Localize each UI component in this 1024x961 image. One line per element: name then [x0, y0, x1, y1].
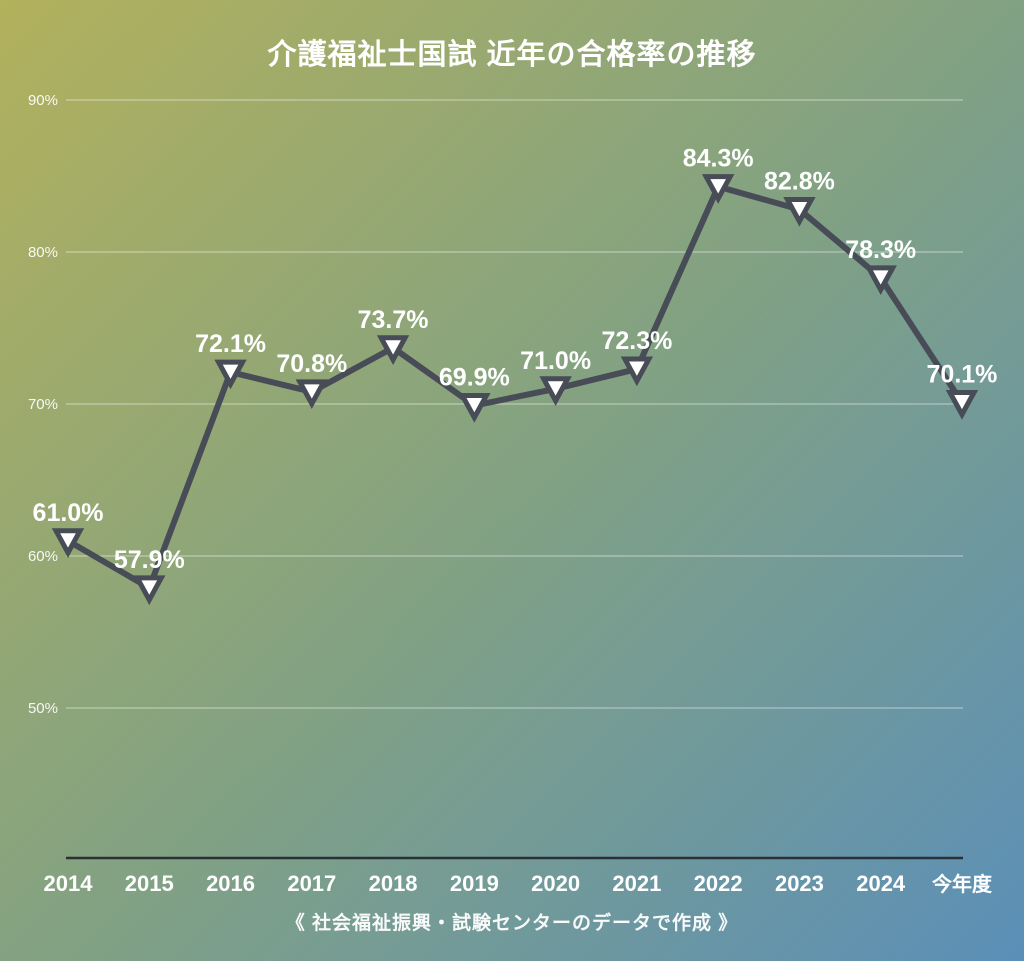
data-point-marker: [864, 265, 897, 296]
data-point-marker: [376, 335, 410, 365]
x-tick-label: 2021: [612, 871, 661, 896]
data-point-label: 78.3%: [845, 236, 916, 264]
data-point-marker: [701, 174, 735, 204]
x-tick-label: 2017: [287, 871, 336, 896]
data-point-label: 73.7%: [358, 306, 429, 334]
x-tick-label: 2016: [206, 871, 255, 896]
data-point-label: 61.0%: [33, 499, 104, 527]
x-tick-label: 2014: [44, 871, 94, 896]
data-point-marker: [783, 196, 816, 227]
data-point-marker: [539, 376, 572, 407]
data-point-marker: [51, 528, 85, 559]
data-point-marker: [945, 389, 979, 420]
data-point-marker: [214, 359, 247, 390]
y-tick-label: 60%: [28, 548, 58, 565]
data-point-label: 69.9%: [439, 364, 510, 392]
trend-line: [65, 183, 965, 593]
y-tick-label: 90%: [28, 92, 58, 109]
x-tick-label: 2018: [369, 871, 418, 896]
data-point-marker: [295, 379, 329, 410]
chart-title: 介護福祉士国試 近年の合格率の推移: [267, 39, 757, 71]
data-point-label: 70.1%: [927, 360, 998, 388]
y-tick-label: 70%: [28, 396, 58, 413]
x-tick-label: 2022: [694, 871, 743, 896]
x-tick-label: 今年度: [932, 872, 993, 896]
data-point-marker: [133, 575, 166, 606]
x-tick-label: 2015: [125, 871, 174, 896]
data-point-label: 84.3%: [683, 145, 754, 173]
y-tick-label: 80%: [28, 244, 58, 261]
data-point-label: 70.8%: [276, 350, 347, 378]
x-tick-label: 2024: [856, 871, 906, 896]
data-point-label: 57.9%: [114, 546, 185, 574]
x-tick-label: 2023: [775, 871, 824, 896]
data-point-marker: [620, 356, 654, 387]
data-point-label: 72.1%: [195, 330, 266, 358]
data-point-label: 82.8%: [764, 167, 835, 195]
data-point-label: 71.0%: [520, 347, 591, 375]
x-tick-label: 2019: [450, 871, 499, 896]
x-tick-label: 2020: [531, 871, 580, 896]
y-tick-label: 50%: [28, 700, 58, 717]
data-point-marker: [458, 393, 491, 423]
data-point-label: 72.3%: [601, 327, 672, 355]
source-note: 《 社会福祉振興・試験センターのデータで作成 》: [285, 913, 739, 934]
